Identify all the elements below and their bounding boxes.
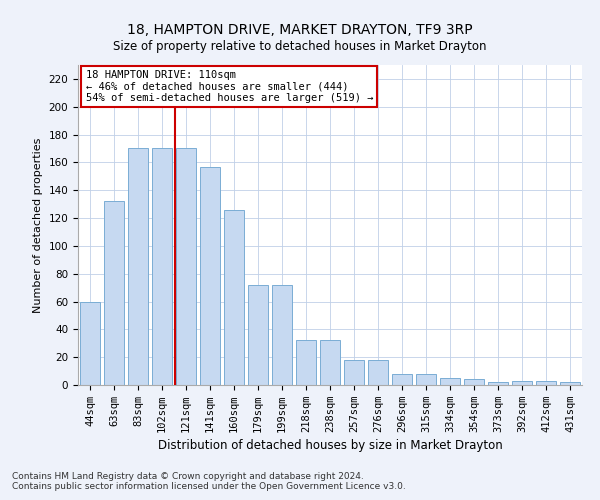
Bar (176, 148, 196, 385)
Bar (536, 381, 556, 385)
Bar (368, 360, 388, 385)
Bar (488, 382, 508, 385)
Bar (344, 360, 364, 385)
Bar (248, 285, 268, 385)
Bar (392, 374, 412, 385)
Text: Contains public sector information licensed under the Open Government Licence v3: Contains public sector information licen… (12, 482, 406, 491)
Bar (224, 210, 244, 385)
Bar (272, 285, 292, 385)
Bar (320, 340, 340, 385)
Bar (104, 202, 124, 385)
Bar (416, 374, 436, 385)
Bar (152, 148, 172, 385)
Y-axis label: Number of detached properties: Number of detached properties (33, 138, 43, 312)
Bar (560, 382, 580, 385)
Bar (440, 378, 460, 385)
Text: 18 HAMPTON DRIVE: 110sqm
← 46% of detached houses are smaller (444)
54% of semi-: 18 HAMPTON DRIVE: 110sqm ← 46% of detach… (86, 70, 373, 103)
Bar (80, 302, 100, 385)
X-axis label: Distribution of detached houses by size in Market Drayton: Distribution of detached houses by size … (158, 439, 502, 452)
Bar (464, 380, 484, 385)
Bar (128, 148, 148, 385)
Bar (512, 381, 532, 385)
Text: Size of property relative to detached houses in Market Drayton: Size of property relative to detached ho… (113, 40, 487, 53)
Bar (200, 166, 220, 385)
Text: 18, HAMPTON DRIVE, MARKET DRAYTON, TF9 3RP: 18, HAMPTON DRIVE, MARKET DRAYTON, TF9 3… (127, 22, 473, 36)
Bar (296, 340, 316, 385)
Text: Contains HM Land Registry data © Crown copyright and database right 2024.: Contains HM Land Registry data © Crown c… (12, 472, 364, 481)
